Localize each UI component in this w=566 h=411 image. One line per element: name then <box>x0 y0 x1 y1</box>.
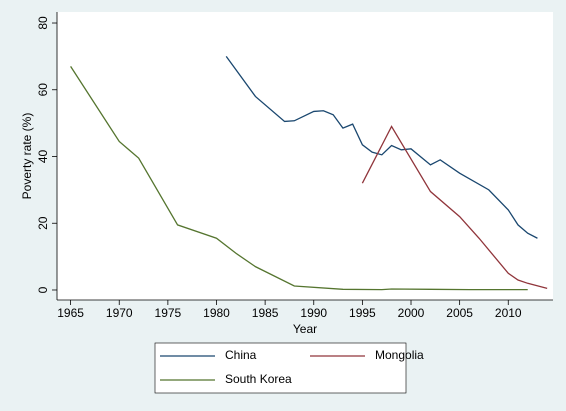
line <box>225 56 538 239</box>
x-tick-label: 1980 <box>203 306 230 320</box>
x-tick-label: 2005 <box>446 306 473 320</box>
x-tick-label: 2000 <box>398 306 425 320</box>
legend-label: China <box>225 348 257 362</box>
x-tick-label: 2010 <box>495 306 522 320</box>
y-tick-label: 60 <box>36 83 50 97</box>
y-tick-label: 40 <box>36 150 50 164</box>
x-tick-label: 1970 <box>106 306 133 320</box>
legend-label: South Korea <box>225 372 292 386</box>
line <box>361 125 548 289</box>
legend <box>154 342 407 394</box>
y-tick-label: 20 <box>36 216 50 230</box>
x-tick-label: 1995 <box>349 306 376 320</box>
y-axis-title: Poverty rate (%) <box>20 113 34 200</box>
y-tick-label: 0 <box>36 286 50 293</box>
x-tick-label: 1965 <box>57 306 84 320</box>
x-axis-title: Year <box>293 322 317 336</box>
x-tick-label: 1990 <box>300 306 327 320</box>
x-tick-label: 1985 <box>252 306 279 320</box>
legend-label: Mongolia <box>375 348 424 362</box>
plot-area <box>57 12 553 300</box>
line <box>70 66 528 291</box>
y-tick-label: 80 <box>36 16 50 30</box>
x-tick-label: 1975 <box>155 306 182 320</box>
